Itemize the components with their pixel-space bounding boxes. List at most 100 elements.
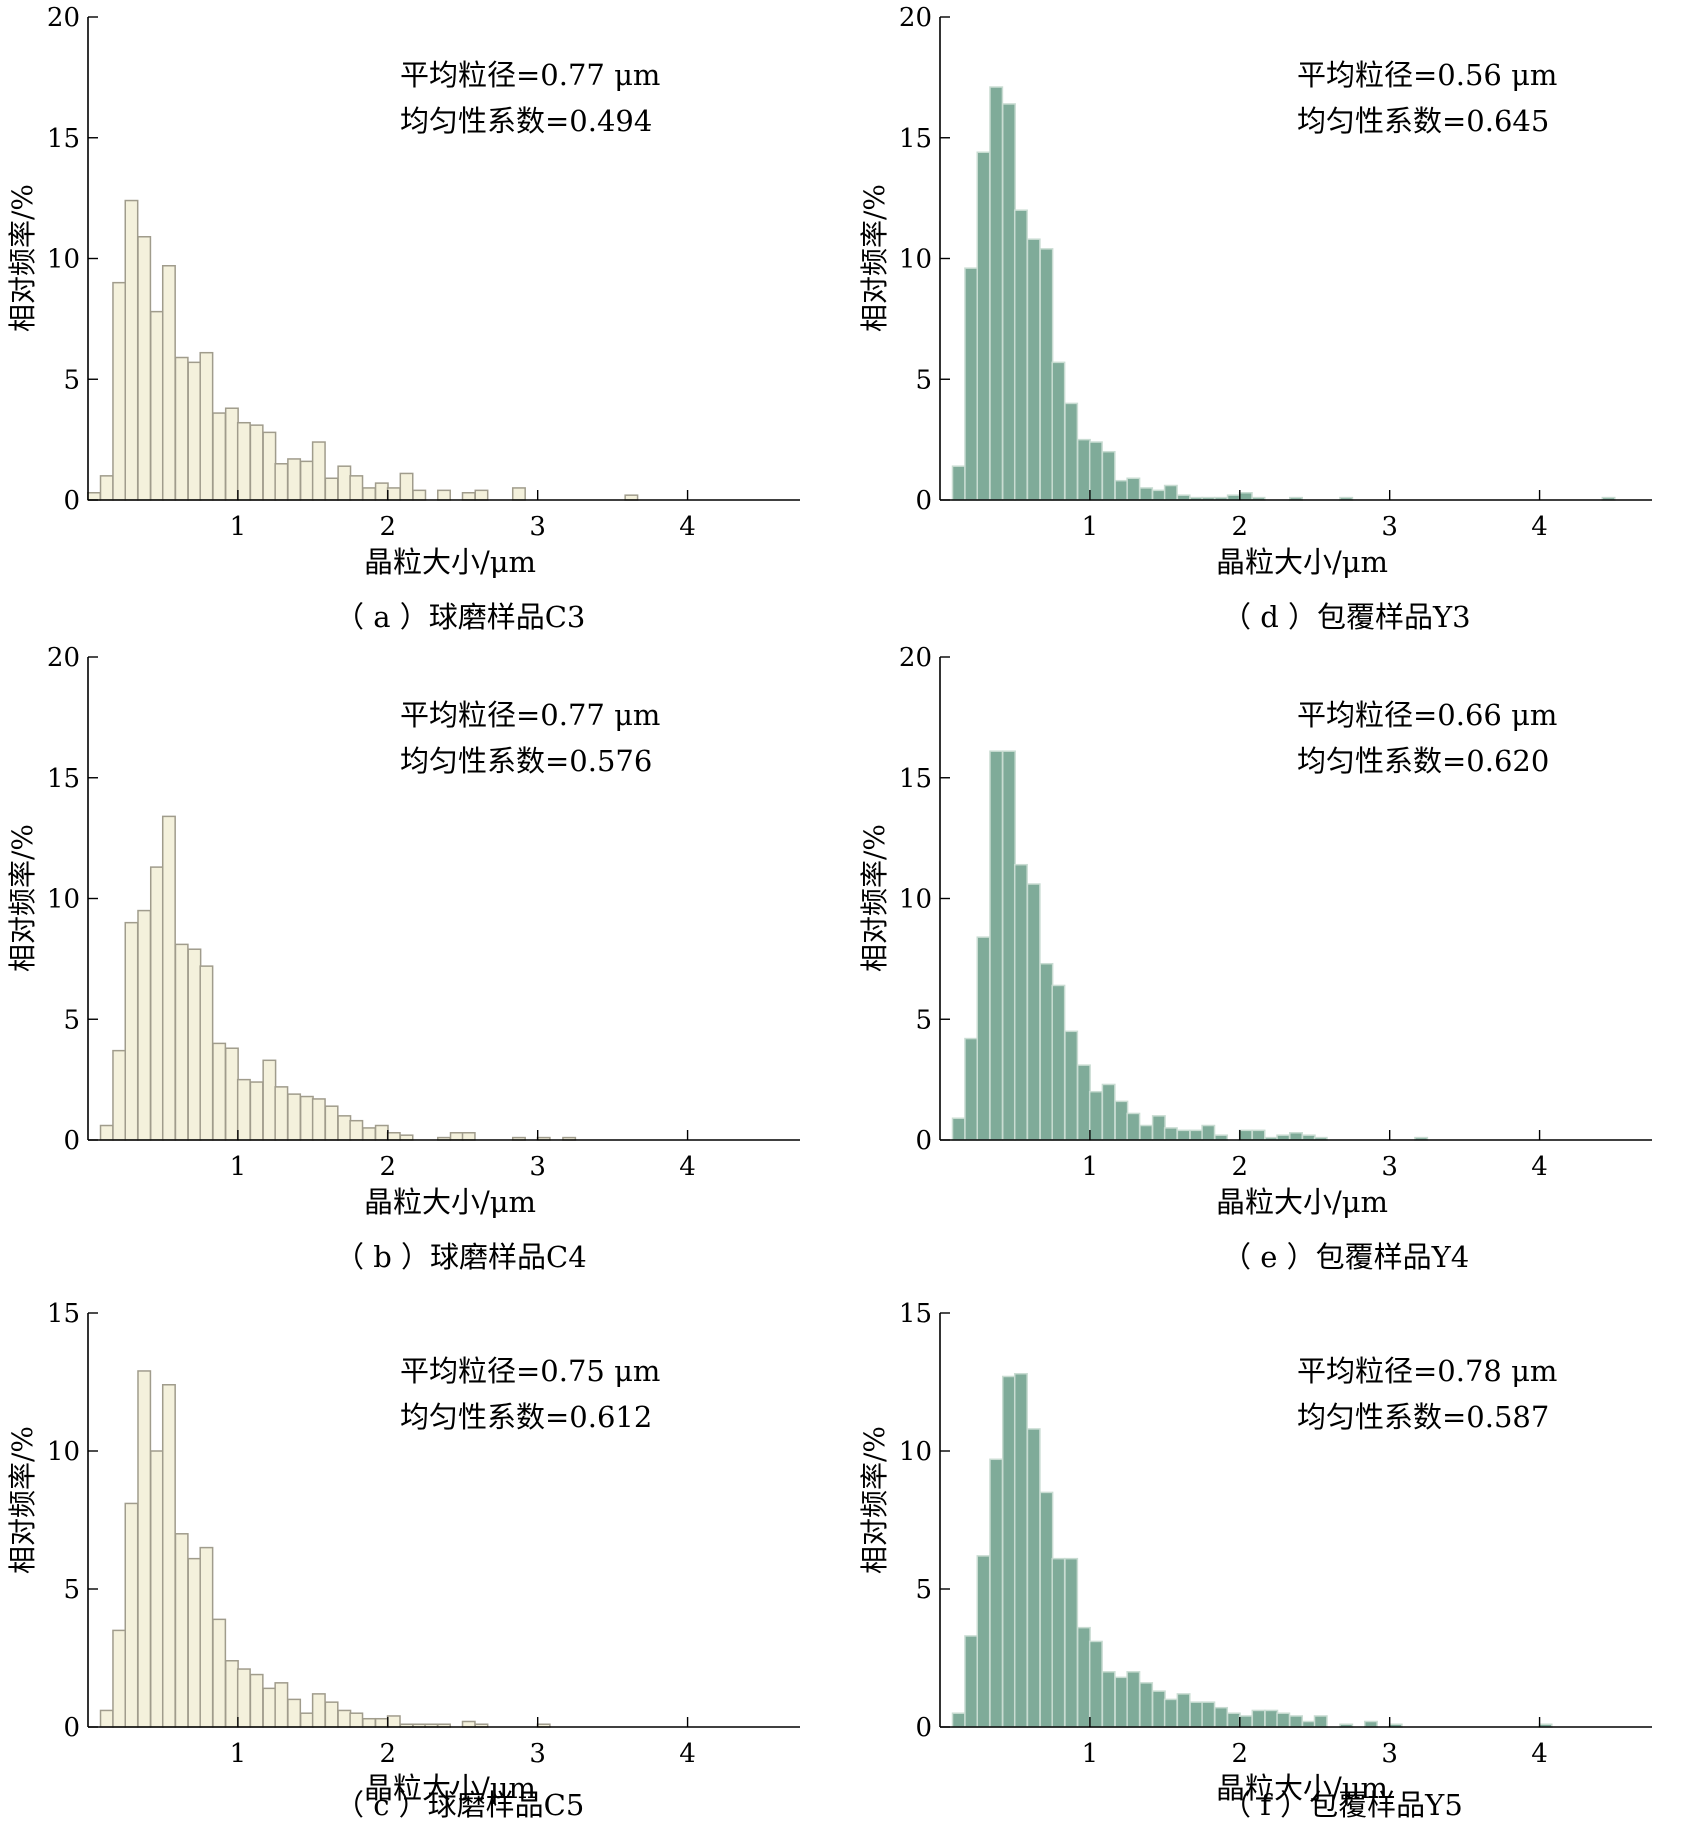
- histogram-bar: [1289, 1132, 1303, 1141]
- histogram-bar: [1126, 1112, 1141, 1141]
- histogram-bar: [112, 1049, 127, 1141]
- y-tick-label: 15: [899, 1299, 932, 1329]
- x-tick-label: 3: [529, 1739, 546, 1769]
- histogram-bar: [161, 815, 176, 1141]
- histogram-bar: [299, 1095, 314, 1141]
- histogram-bar: [976, 936, 991, 1141]
- histogram-bar: [1101, 1083, 1116, 1141]
- y-tick-label: 5: [63, 365, 80, 395]
- histogram-bar: [274, 463, 289, 501]
- y-tick-label: 10: [47, 1437, 80, 1467]
- histogram-bar: [1064, 1030, 1079, 1141]
- histogram-bar: [412, 489, 427, 501]
- x-tick-label: 4: [1531, 1739, 1548, 1769]
- y-tick-label: 5: [63, 1575, 80, 1605]
- mean-grain-size-annotation: 平均粒径=0.75 μm: [400, 1354, 660, 1388]
- histogram-bar: [1114, 479, 1129, 501]
- histogram-bar: [337, 1115, 352, 1141]
- histogram-bar: [1289, 1715, 1303, 1728]
- histogram-bar: [951, 465, 966, 501]
- y-axis-label: 相对频率/%: [6, 184, 39, 332]
- histogram-bar: [174, 356, 189, 501]
- mean-grain-size-annotation: 平均粒径=0.56 μm: [1297, 58, 1557, 92]
- histogram-bar: [1139, 1124, 1154, 1141]
- y-tick-label: 0: [915, 486, 932, 516]
- histogram-bar: [187, 948, 202, 1141]
- histogram-bar: [299, 1712, 314, 1728]
- histogram-bar: [262, 1687, 277, 1728]
- histogram-bar: [1101, 1671, 1116, 1728]
- histogram-bar: [1238, 492, 1253, 501]
- histogram-bar: [1251, 1129, 1266, 1141]
- histogram-bar: [461, 1720, 476, 1728]
- histogram-bar: [386, 1132, 401, 1141]
- histogram-bar: [349, 475, 364, 501]
- histogram-bar: [964, 1635, 979, 1728]
- histogram-bar: [236, 1078, 251, 1141]
- histogram-bar: [274, 1086, 289, 1141]
- histogram-bar: [964, 267, 979, 501]
- histogram-bar: [976, 151, 991, 501]
- histogram-bar: [1238, 1715, 1253, 1728]
- x-tick-label: 4: [679, 512, 696, 542]
- histogram-bar: [1114, 1100, 1129, 1141]
- mean-grain-size-annotation: 平均粒径=0.77 μm: [400, 698, 660, 732]
- histogram-bar: [1101, 450, 1116, 501]
- y-tick-label: 10: [899, 885, 932, 915]
- caption-e: （ e ）包覆样品Y4: [1222, 1240, 1470, 1274]
- histogram-bar: [1139, 1682, 1154, 1728]
- histogram-bar: [1201, 1701, 1216, 1728]
- histogram-e: 0 5 10 15 20 1 2 3 4 晶粒大小/μm 相对频率/% 平均粒径=0.66 μm 均匀性…: [858, 643, 1652, 1219]
- histogram-bar: [149, 310, 164, 501]
- histogram-bar: [989, 750, 1004, 1141]
- caption-d: （ d ）包覆样品Y3: [1222, 600, 1471, 634]
- y-tick-label: 0: [63, 1713, 80, 1743]
- mean-grain-size-annotation: 平均粒径=0.66 μm: [1297, 698, 1557, 732]
- histogram-bar: [1251, 1709, 1266, 1728]
- histogram-bar: [311, 1098, 326, 1141]
- histogram-bar: [1226, 1712, 1241, 1728]
- histogram-bar: [224, 1047, 239, 1141]
- chart-panel-d: 0 5 10 15 20 1 2 3 4 晶粒大小/μm 相对频率/% 平均粒径=0.56 μm 均匀性…: [852, 0, 1704, 640]
- histogram-bar: [1114, 1676, 1129, 1728]
- histogram-f: 0 5 10 15 1 2 3 4 晶粒大小/μm 相对频率/% 平均粒径=0.78 μm 均匀性系数…: [858, 1299, 1652, 1805]
- x-tick-label: 2: [380, 512, 397, 542]
- histogram-bar: [199, 1546, 214, 1728]
- x-tick-label: 4: [1531, 512, 1548, 542]
- x-tick-label: 2: [1232, 1739, 1249, 1769]
- x-tick-label: 4: [679, 1739, 696, 1769]
- histogram-bar: [337, 1709, 352, 1728]
- histogram-bar: [99, 1709, 114, 1728]
- x-tick-label: 2: [1232, 512, 1249, 542]
- histogram-bar: [1088, 1640, 1103, 1728]
- histogram-bar: [161, 265, 176, 501]
- histogram-bar: [236, 421, 251, 501]
- histogram-bar: [362, 487, 377, 501]
- y-axis-label: 相对频率/%: [858, 1426, 891, 1574]
- histogram-a: 0 5 10 15 20 1 2 3 4 晶粒大小/μm 相对频率/% 平均粒径=0.77 μm 均匀性…: [6, 3, 800, 579]
- uniformity-coefficient-annotation: 均匀性系数=0.494: [400, 104, 652, 138]
- histogram-bar: [976, 1555, 991, 1728]
- mean-grain-size-annotation: 平均粒径=0.78 μm: [1297, 1354, 1557, 1388]
- histogram-bar: [1039, 1491, 1054, 1728]
- histogram-bar: [87, 492, 101, 501]
- x-tick-label: 2: [1232, 1152, 1249, 1182]
- histogram-bar: [187, 1557, 202, 1728]
- histogram-bar: [1026, 883, 1041, 1141]
- histogram-bar: [137, 909, 152, 1141]
- chart-panel-c: 0 5 10 15 1 2 3 4 晶粒大小/μm 相对频率/% 平均粒径=0.75 μm 均匀性系数…: [0, 1280, 852, 1828]
- histogram-bar: [1026, 238, 1041, 501]
- histogram-bar: [374, 1717, 389, 1728]
- histogram-bar: [461, 1132, 476, 1141]
- histogram-bar: [249, 424, 264, 501]
- histogram-bar: [1163, 484, 1178, 501]
- y-tick-label: 10: [899, 245, 932, 275]
- histogram-bar: [1013, 209, 1028, 501]
- y-axis-label: 相对频率/%: [6, 1426, 39, 1574]
- histogram-bar: [349, 1712, 364, 1728]
- y-axis-label: 相对频率/%: [6, 824, 39, 972]
- uniformity-coefficient-annotation: 均匀性系数=0.612: [400, 1400, 652, 1434]
- y-tick-label: 20: [47, 643, 80, 673]
- histogram-bar: [1001, 750, 1016, 1141]
- y-tick-label: 5: [915, 365, 932, 395]
